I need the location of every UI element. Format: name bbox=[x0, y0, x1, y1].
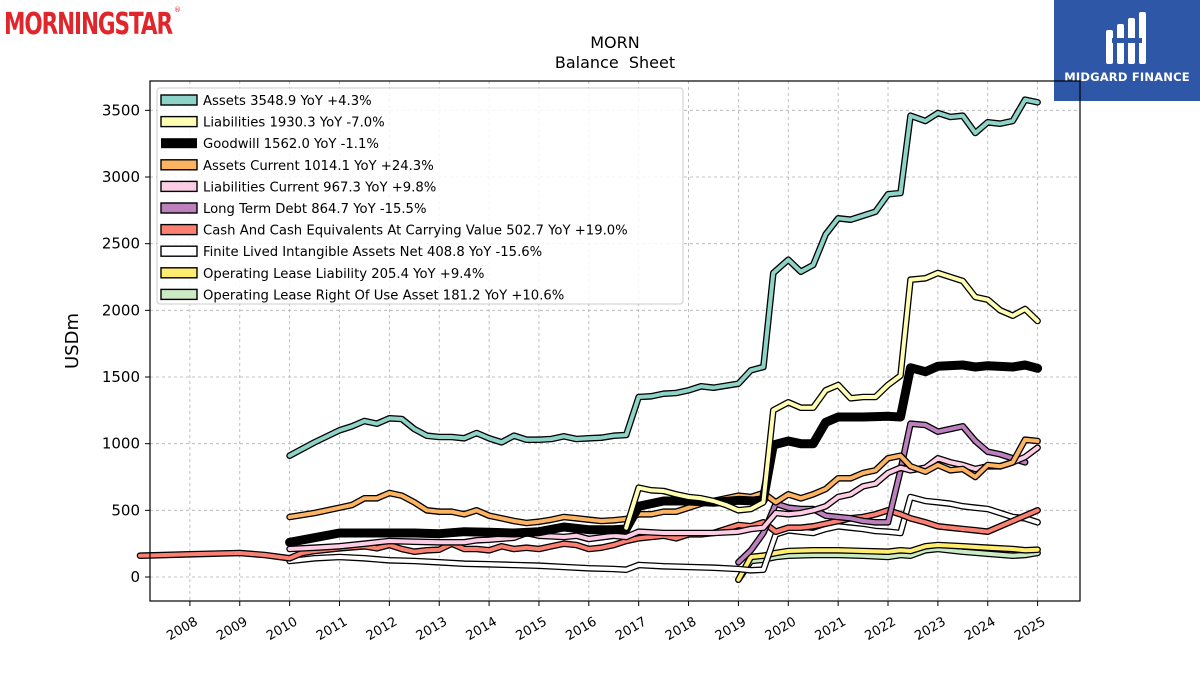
x-axis: 2008 2009 2010 2011 2012 2013 2014 2015 2016 2017… bbox=[164, 601, 1048, 644]
y-tick-label: 500 bbox=[111, 501, 140, 519]
legend-label: Finite Lived Intangible Assets Net 408.8… bbox=[203, 245, 542, 260]
midgard-finance-logo: MIDGARD FINANCE bbox=[1054, 0, 1200, 101]
series-line-operating-lease-liability bbox=[736, 543, 1040, 582]
legend-swatch bbox=[160, 180, 198, 193]
series-line-long-term-debt bbox=[736, 421, 1028, 565]
legend-label: Cash And Cash Equivalents At Carrying Va… bbox=[203, 224, 628, 239]
legend-label: Liabilities 1930.3 YoY -7.0% bbox=[203, 116, 385, 131]
legend-swatch bbox=[160, 267, 198, 279]
x-tick-label: 2017 bbox=[613, 614, 649, 644]
x-tick-label: 2020 bbox=[763, 614, 799, 644]
legend-label: Liabilities Current 967.3 YoY +9.8% bbox=[203, 180, 436, 195]
x-tick-label: 2011 bbox=[314, 614, 350, 644]
chart-title: MORN bbox=[590, 33, 639, 52]
y-tick-label: 3500 bbox=[102, 101, 140, 119]
series-line-assets bbox=[287, 97, 1040, 458]
legend-label: Operating Lease Liability 205.4 YoY +9.4… bbox=[203, 267, 484, 282]
legend-swatch bbox=[161, 138, 197, 149]
chart-subtitle: Balance Sheet bbox=[555, 53, 675, 72]
legend-swatch bbox=[160, 159, 198, 171]
x-tick-label: 2023 bbox=[912, 614, 948, 644]
y-axis: 0 500 1000 1500 2000 2500 3000 3500 bbox=[102, 101, 150, 586]
series-line-cash-and-cash-equivalents-at-carrying-value bbox=[138, 508, 1040, 561]
legend-box bbox=[156, 87, 684, 305]
x-tick-label: 2014 bbox=[464, 614, 500, 644]
midgard-finance-text: MIDGARD FINANCE bbox=[1064, 70, 1190, 84]
y-tick-label: 3000 bbox=[102, 168, 140, 186]
x-tick-label: 2021 bbox=[813, 614, 849, 644]
series-line-operating-lease-right-of-use-asset bbox=[736, 547, 1040, 582]
x-tick-label: 2024 bbox=[962, 614, 998, 644]
series-line-liabilities-current bbox=[287, 445, 1040, 551]
y-tick-label: 2500 bbox=[102, 235, 140, 253]
series-line-assets-current bbox=[287, 437, 1040, 525]
x-tick-label: 2022 bbox=[863, 614, 899, 644]
x-tick-label: 2009 bbox=[214, 614, 250, 644]
legend-label: Assets 3548.9 YoY +4.3% bbox=[203, 94, 372, 109]
legend-label: Operating Lease Right Of Use Asset 181.2… bbox=[203, 288, 564, 303]
series-outline-liabilities bbox=[622, 269, 1041, 531]
x-tick-label: 2025 bbox=[1012, 614, 1048, 644]
series-group bbox=[136, 96, 1043, 583]
legend-swatch bbox=[160, 223, 198, 236]
legend-swatch bbox=[160, 202, 198, 214]
legend-swatch bbox=[160, 115, 198, 128]
y-tick-label: 1000 bbox=[102, 435, 140, 453]
series-line-finite-lived-intangible-assets-net bbox=[287, 495, 1040, 573]
morningstar-logo: MORNINGSTAR ® bbox=[4, 2, 184, 44]
legend: Assets 3548.9 YoY +4.3% Liabilities 1930.… bbox=[156, 87, 684, 305]
series-line-goodwill bbox=[285, 360, 1043, 547]
y-tick-label: 2000 bbox=[102, 301, 140, 319]
legend-label: Goodwill 1562.0 YoY -1.1% bbox=[203, 137, 379, 152]
y-tick-label: 0 bbox=[130, 568, 140, 586]
legend-label: Assets Current 1014.1 YoY +24.3% bbox=[203, 159, 434, 174]
y-axis-label: USDm bbox=[62, 313, 83, 369]
legend-swatch bbox=[160, 288, 198, 301]
morningstar-logo-text: MORNINGSTAR bbox=[4, 7, 173, 42]
x-tick-label: 2015 bbox=[513, 614, 549, 644]
x-tick-label: 2010 bbox=[264, 614, 300, 644]
x-tick-label: 2018 bbox=[663, 614, 699, 644]
legend-swatch bbox=[160, 94, 198, 106]
y-tick-label: 1500 bbox=[102, 368, 140, 386]
x-tick-label: 2013 bbox=[414, 614, 450, 644]
x-tick-label: 2019 bbox=[713, 614, 749, 644]
x-tick-label: 2016 bbox=[563, 614, 599, 644]
x-tick-label: 2008 bbox=[164, 614, 200, 644]
plot-frame bbox=[149, 80, 1081, 602]
x-tick-label: 2012 bbox=[364, 614, 400, 644]
series-line-liabilities bbox=[624, 271, 1040, 530]
legend-label: Long Term Debt 864.7 YoY -15.5% bbox=[203, 202, 426, 217]
midgard-emblem-icon bbox=[1106, 12, 1146, 64]
legend-swatch bbox=[160, 245, 198, 257]
svg-text:®: ® bbox=[174, 6, 181, 14]
